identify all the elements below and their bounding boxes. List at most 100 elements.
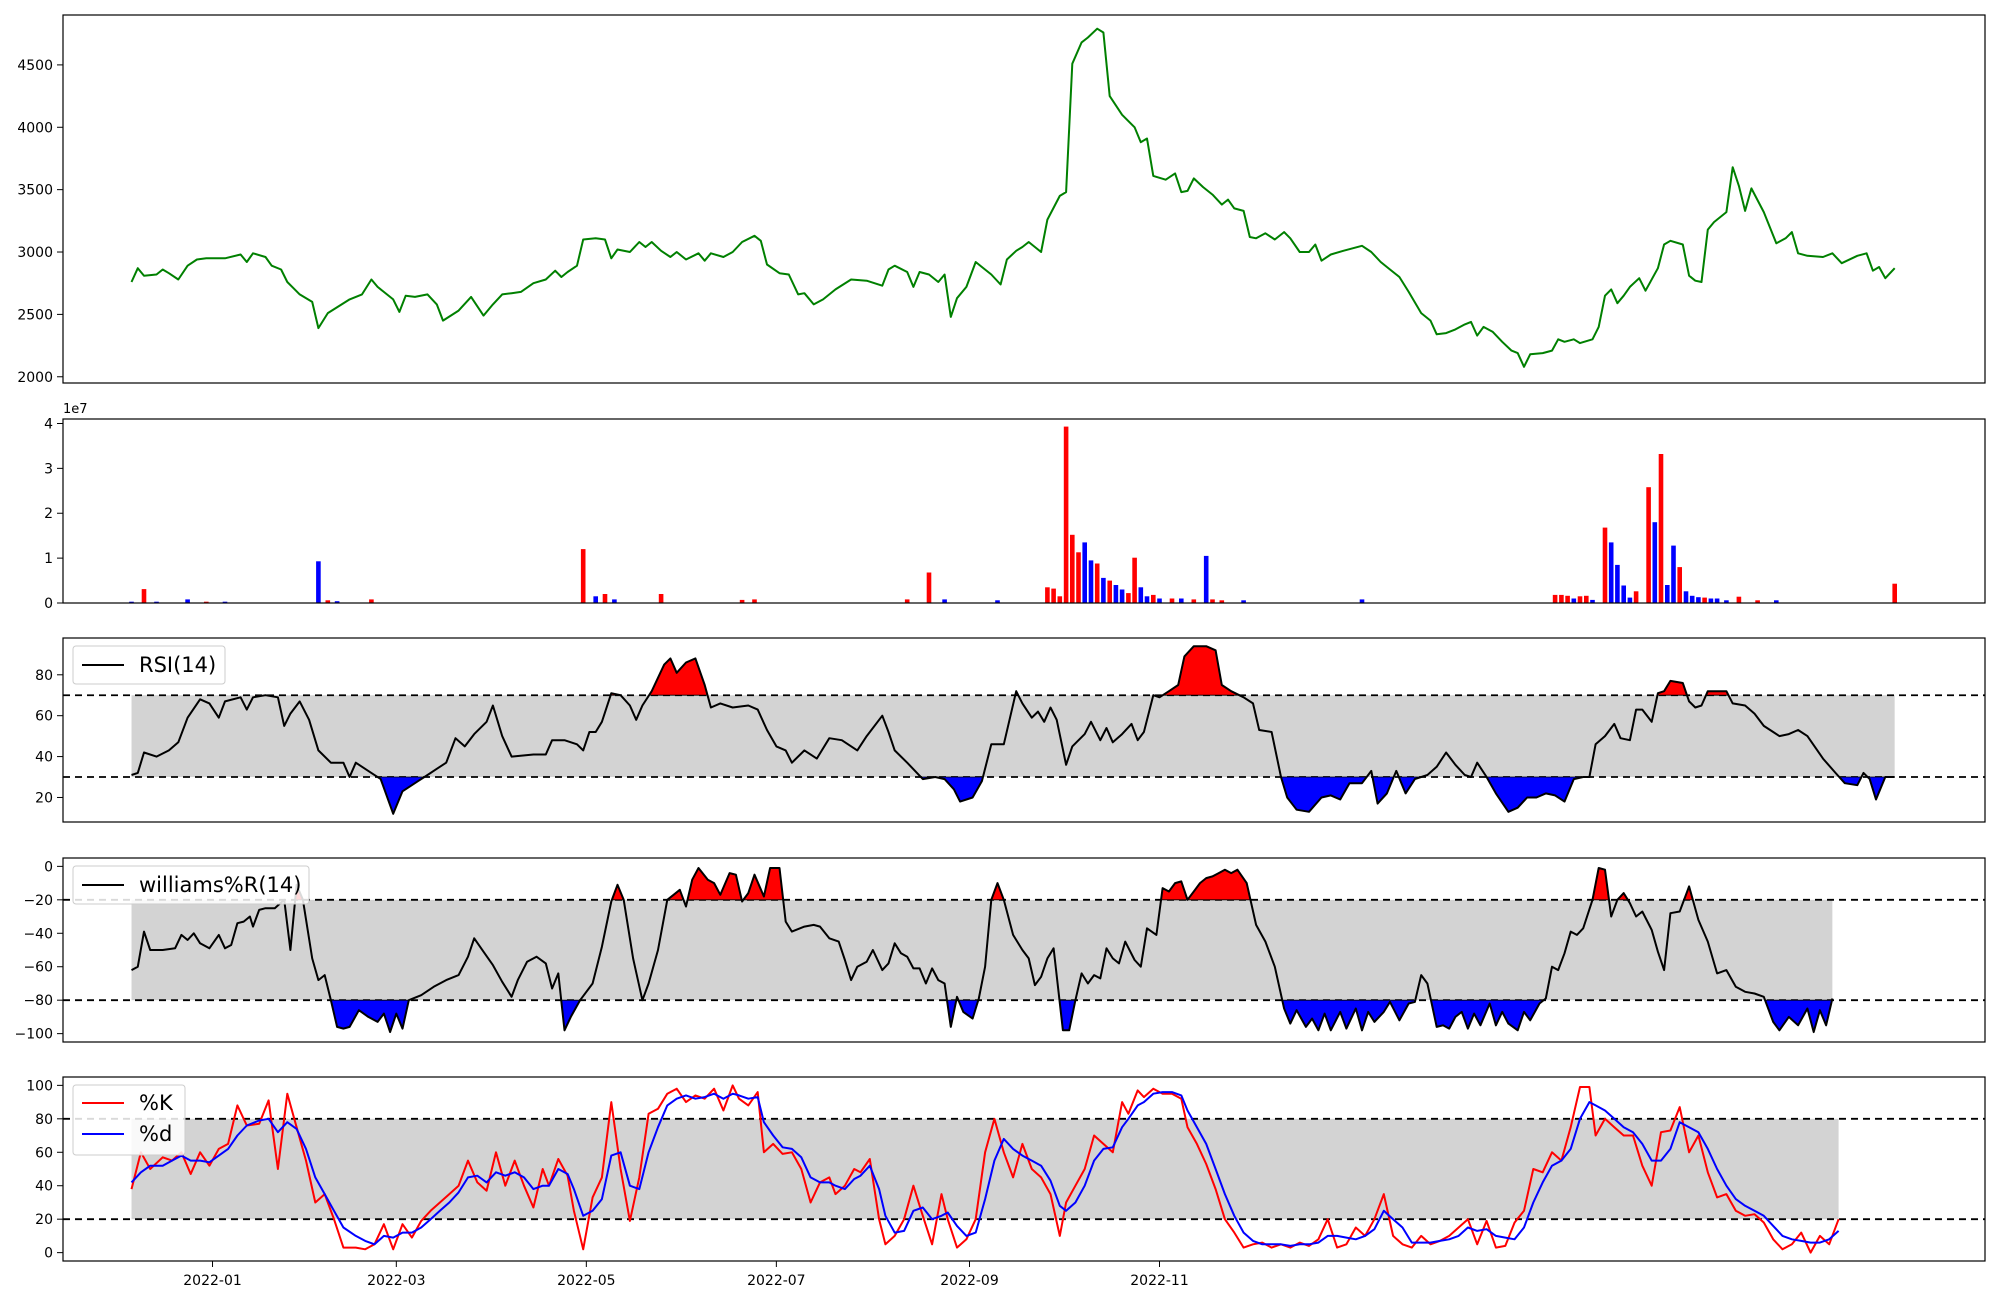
date-tick-label: 2022-09 [940,1273,999,1289]
volume-bar [1094,563,1100,603]
volume-bar [1714,598,1720,603]
williams-ytick-label: −100 [15,1027,53,1043]
volume-bar [204,601,209,603]
rsi-ytick-label: 20 [35,790,53,806]
date-tick-label: 2022-03 [367,1273,426,1289]
price-ytick-label: 4000 [17,120,53,136]
stochastic-d-line [130,1091,1840,1247]
volume-bar [1671,545,1676,603]
date-tick-label: 2022-05 [557,1273,616,1289]
volume-bar [1633,591,1639,603]
stochastic-ytick-label: 100 [26,1078,53,1094]
volume-bar [1755,600,1760,603]
stochastic-k-line [130,1084,1840,1254]
volume-bar [369,599,374,603]
volume-bar [1219,600,1225,603]
volume-bar [334,601,340,603]
volume-bar [658,594,664,603]
rsi-ytick-label: 60 [35,709,53,725]
volume-bar [942,599,947,603]
volume-bar [1584,595,1589,603]
volume-bar [1169,598,1175,603]
volume-bar [1151,594,1156,603]
volume-bar [739,599,745,603]
williams-line [131,867,1834,1033]
volume-bar [1602,527,1608,603]
stochastic-panel-frame [62,1076,1986,1262]
price-ytick-label: 4500 [17,58,53,74]
williams-panel-frame [62,857,1986,1043]
stochastic-ytick-label: 0 [44,1246,53,1262]
volume-bar [1113,585,1119,603]
volume-bar [752,599,757,603]
volume-bar [1590,599,1595,603]
volume-bar [1683,591,1689,603]
rsi-legend-box [72,645,226,685]
rsi-ytick-label: 80 [35,668,53,684]
volume-bar [1652,522,1658,603]
date-tick-label: 2022-01 [183,1273,242,1289]
volume-bar [1552,594,1558,603]
volume-bar [1774,600,1779,603]
price-panel: 2000 2500 3000 3500 4000 4500 [17,14,1986,386]
volume-bar [1615,564,1620,603]
williams-ytick-label: −80 [23,993,53,1009]
stochastic-legend-k-label: %K [139,1091,174,1115]
volume-bar [185,599,190,603]
volume-bar [1724,600,1729,603]
volume-bar [154,601,159,603]
williams-panel: 0 −20 −40 −60 −80 −100 williams%R(14) [15,857,1986,1043]
volume-bar [1665,585,1670,603]
volume-bar [1051,588,1056,603]
volume-bar [1658,454,1664,603]
volume-bar [1892,583,1897,603]
volume-bar [1070,534,1075,603]
price-ytick-label: 3000 [17,245,53,261]
price-ytick-label: 2000 [17,370,53,386]
volume-bar [1045,587,1050,603]
volume-bar [1144,596,1150,603]
rsi-legend-label: RSI(14) [139,653,216,677]
volume-panel: 0 1 2 3 4 1e7 [44,402,1986,612]
volume-bar [1057,596,1063,603]
volume-bar [316,561,321,603]
volume-bar [612,599,617,603]
volume-ytick-label: 2 [44,506,53,522]
williams-ytick-label: −40 [23,926,53,942]
date-tick-label: 2022-11 [1130,1273,1189,1289]
volume-bar [1063,426,1069,603]
rsi-panel-frame [62,637,1986,823]
stochastic-ytick-label: 60 [35,1145,53,1161]
volume-ytick-label: 0 [44,596,53,612]
stochastic-ytick-label: 20 [35,1212,53,1228]
date-tick-label: 2022-07 [747,1273,806,1289]
volume-bar [1646,487,1651,603]
volume-bar [222,601,228,603]
volume-bar [1088,560,1094,603]
price-ytick-label: 2500 [17,307,53,323]
volume-bar [1736,596,1742,603]
williams-legend-box [72,865,310,905]
volume-bar [1571,598,1577,603]
williams-ytick-label: −60 [23,960,53,976]
volume-bar [1132,557,1137,603]
volume-bar [129,601,134,603]
volume-bar [1101,577,1106,603]
volume-bar [1241,600,1246,603]
volume-bar [580,549,586,603]
volume-bar [1203,555,1209,603]
rsi-ytick-label: 40 [35,750,53,766]
volume-bar [1559,594,1564,603]
volume-bar [1210,599,1215,603]
price-ytick-label: 3500 [17,183,53,199]
williams-ytick-label: −20 [23,893,53,909]
volume-bar [1359,599,1365,603]
volume-panel-frame [62,418,1986,604]
volume-bar [602,594,608,603]
williams-legend-label: williams%R(14) [139,873,301,897]
volume-bar [1119,589,1125,603]
stochastic-legend: %K %d [72,1084,186,1156]
volume-bar [1179,598,1184,603]
